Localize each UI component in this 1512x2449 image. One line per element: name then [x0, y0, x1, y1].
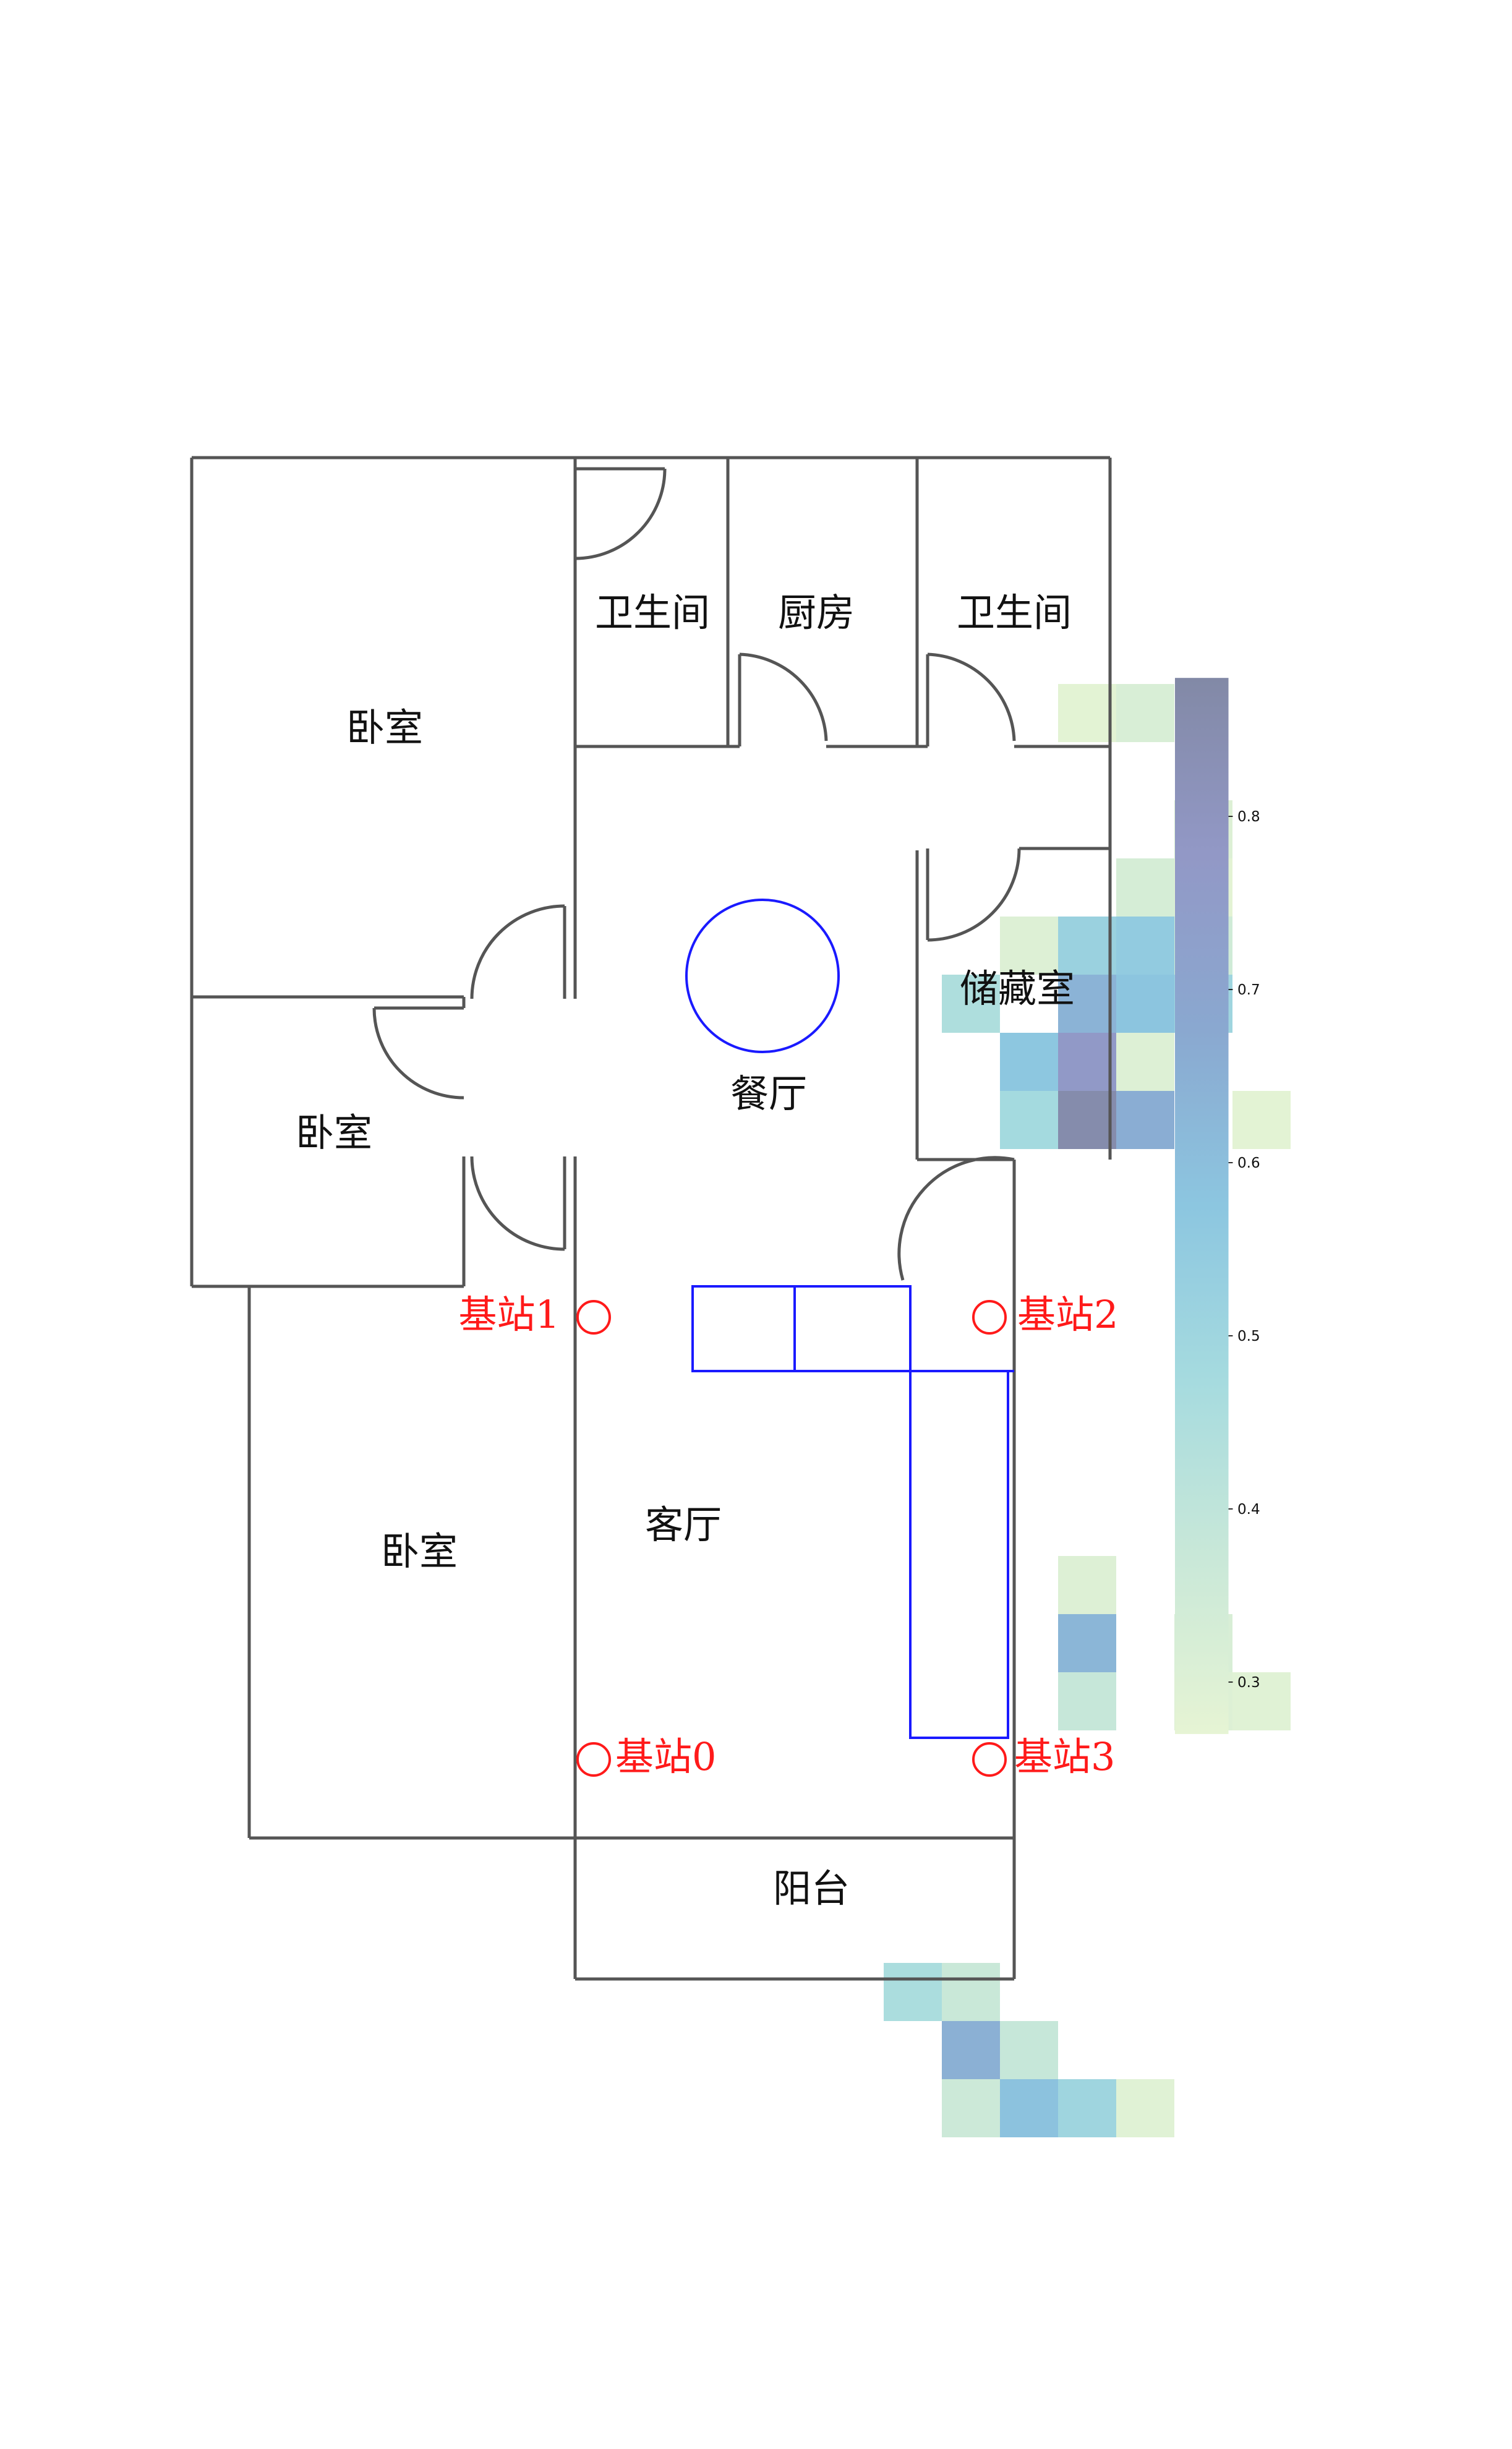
heatmap-cell — [942, 1963, 1000, 2021]
room-label-bathroom-left: 卫生间 — [595, 590, 710, 635]
heatmap-cell — [1232, 1672, 1291, 1730]
colorbar-tick-label: 0.6 — [1237, 1155, 1260, 1171]
station-marker-0 — [576, 1742, 611, 1777]
colorbar: 0.3 0.4 0.5 0.6 0.7 0.8 — [1175, 678, 1260, 1734]
heatmap-cell — [1058, 2079, 1116, 2137]
door — [574, 467, 667, 560]
heatmap-cell — [1000, 2021, 1058, 2079]
station-label-1: 基站1 — [459, 1292, 560, 1337]
floor-plan-doors — [372, 467, 1021, 1281]
heatmap-cell — [1058, 917, 1116, 975]
heatmap-cell — [1116, 2079, 1174, 2137]
heatmap-cell — [884, 1963, 942, 2021]
station-labels: 基站0 基站1 基站2 基站3 — [459, 1292, 1119, 1779]
station-label-3: 基站3 — [1014, 1734, 1115, 1779]
heatmap-cell — [1232, 1091, 1291, 1149]
door — [738, 652, 828, 746]
station-marker-1 — [576, 1300, 611, 1335]
room-labels: 卧室 卫生间 厨房 卫生间 储藏室 卧室 餐厅 卧室 客厅 阳台 — [296, 590, 1075, 1911]
colorbar-tick-label: 0.3 — [1237, 1675, 1260, 1691]
heatmap-cell — [1058, 975, 1116, 1033]
colorbar-gradient — [1175, 678, 1229, 1734]
heatmap-cell — [1116, 1033, 1174, 1091]
room-label-dining: 餐厅 — [730, 1071, 807, 1116]
room-label-balcony: 阳台 — [773, 1866, 850, 1911]
heatmap-cell — [1116, 917, 1174, 975]
colorbar-tick-label: 0.5 — [1237, 1328, 1260, 1344]
door — [926, 848, 1021, 942]
station-marker-2 — [972, 1300, 1007, 1335]
heatmap-cell — [1116, 975, 1174, 1033]
colorbar-ticks: 0.3 0.4 0.5 0.6 0.7 0.8 — [1228, 809, 1260, 1691]
station-label-0: 基站0 — [615, 1734, 716, 1779]
heatmap-cell — [1058, 1033, 1116, 1091]
door — [470, 904, 566, 999]
heatmap-cell — [1000, 1033, 1058, 1091]
sofa-side — [909, 1286, 1009, 1739]
door — [926, 652, 1016, 746]
heatmap-cell — [1000, 917, 1058, 975]
heatmap-cell — [942, 2079, 1000, 2137]
heatmap-cell — [1116, 1091, 1174, 1149]
colorbar-tick-label: 0.7 — [1237, 982, 1260, 998]
heatmap-cell — [1058, 684, 1116, 742]
station-label-2: 基站2 — [1017, 1292, 1118, 1337]
heatmap-cell — [1000, 2079, 1058, 2137]
base-stations — [576, 1300, 1007, 1777]
station-marker-3 — [972, 1742, 1007, 1777]
floor-plan-walls — [190, 456, 1112, 1981]
room-label-storage: 储藏室 — [960, 966, 1075, 1011]
furniture — [685, 899, 1014, 1739]
door — [897, 1156, 1016, 1281]
target-circle — [685, 899, 840, 1053]
heatmap-cell — [1058, 1556, 1116, 1614]
heatmap-cell — [942, 2021, 1000, 2079]
heatmap-cell — [1058, 1614, 1116, 1672]
room-label-bathroom-right: 卫生间 — [957, 590, 1072, 635]
room-label-bedroom-bottom: 卧室 — [381, 1529, 458, 1574]
heatmap-cell — [1058, 1091, 1116, 1149]
door — [372, 1006, 464, 1100]
room-label-bedroom-top: 卧室 — [346, 705, 423, 750]
heatmap-cell — [942, 975, 1000, 1033]
door — [470, 1156, 566, 1251]
room-label-kitchen: 厨房 — [778, 590, 855, 635]
sofa-seat-rect — [691, 1285, 912, 1372]
heatmap-cell — [1116, 858, 1174, 917]
heatmap-cell — [1058, 1672, 1116, 1730]
colorbar-tick-label: 0.4 — [1237, 1502, 1260, 1518]
room-label-living: 客厅 — [645, 1502, 722, 1547]
colorbar-tick-label: 0.8 — [1237, 809, 1260, 825]
heatmap-cell — [1116, 684, 1174, 742]
room-label-bedroom-middle: 卧室 — [296, 1110, 372, 1155]
heatmap-cell — [1000, 1091, 1058, 1149]
